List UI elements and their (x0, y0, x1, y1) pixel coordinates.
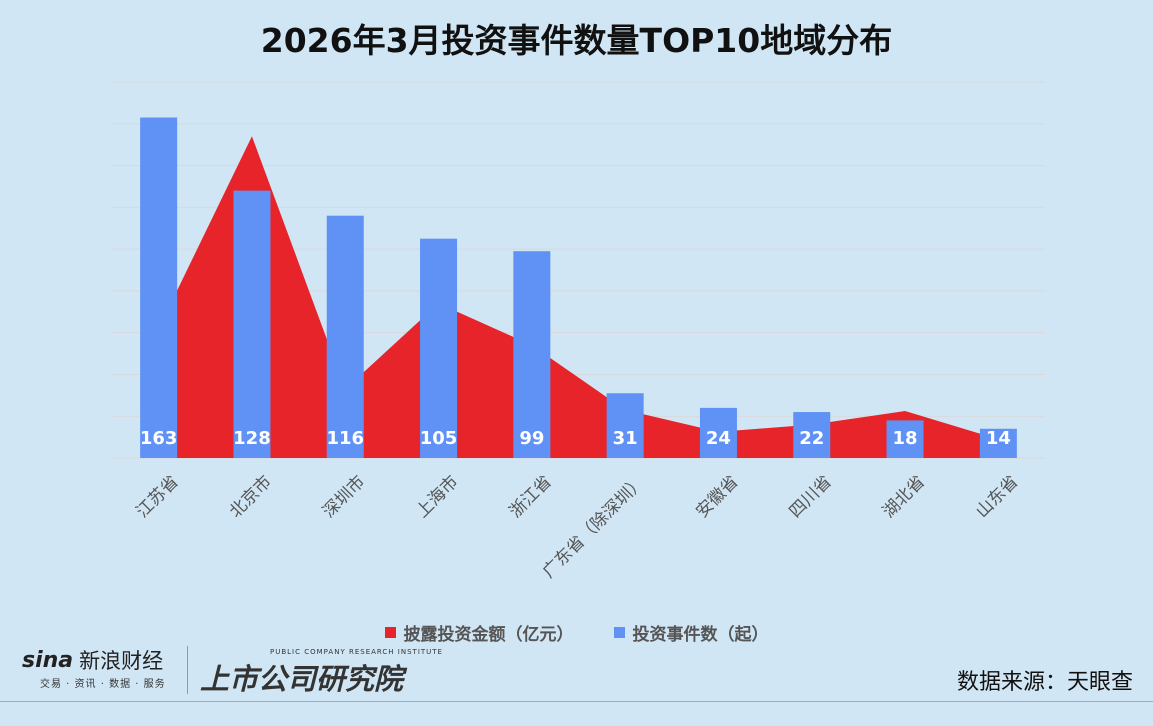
count-bar (140, 117, 178, 458)
footer-divider (0, 701, 1153, 702)
institute-logo: PUBLIC COMPANY RESEARCH INSTITUTE 上市公司研究… (200, 648, 443, 698)
sina-name: 新浪财经 (79, 649, 164, 673)
chart-title: 2026年3月投资事件数量TOP10地域分布 (260, 21, 893, 60)
x-tick-label: 山东省 (972, 472, 1022, 522)
x-tick-label: 深圳市 (319, 472, 369, 522)
data-labels: 163 128 116 105 99 31 24 22 18 14 (140, 428, 1011, 449)
x-tick-label: 上海市 (412, 472, 462, 522)
amount-area (158, 136, 999, 459)
x-tick-label: 江苏省 (132, 472, 182, 522)
legend-label-count: 投资事件数（起） (632, 625, 769, 645)
count-data-label: 18 (893, 428, 918, 449)
sina-brand: sina (22, 647, 74, 673)
x-tick-label: 安徽省 (692, 472, 742, 522)
count-data-label: 24 (706, 428, 731, 449)
count-data-label: 105 (420, 428, 458, 449)
logo-divider (187, 646, 188, 694)
sina-finance-logo: sina 新浪财经 交易 · 资讯 · 数据 · 服务 (22, 645, 166, 691)
legend-item-count: 投资事件数（起） (613, 620, 769, 645)
x-tick-label: 湖北省 (879, 472, 929, 522)
count-bar-series (140, 117, 1017, 458)
x-tick-label: 北京市 (226, 472, 276, 522)
count-data-label: 116 (326, 428, 364, 449)
data-source: 数据来源：天眼查 (956, 670, 1133, 695)
count-bar (979, 428, 1017, 458)
x-tick-label: 广东省（除深圳） (539, 472, 649, 582)
institute-english: PUBLIC COMPANY RESEARCH INSTITUTE (270, 648, 443, 656)
legend-item-amount: 披露投资金额（亿元） (384, 620, 574, 645)
count-bar (513, 251, 551, 458)
chart: 163 128 116 105 99 31 24 22 18 14 江苏省 北京市 深圳市 上海市 浙江省… (112, 81, 1045, 582)
count-data-label: 22 (799, 428, 824, 449)
count-bar (793, 412, 831, 458)
legend-swatch-count (613, 627, 625, 638)
legend: 披露投资金额（亿元） 投资事件数（起） (0, 620, 1153, 645)
count-data-label: 128 (233, 428, 271, 449)
count-bar (420, 238, 458, 458)
count-data-label: 163 (140, 428, 178, 449)
legend-label-amount: 披露投资金额（亿元） (403, 625, 574, 645)
count-bar (606, 393, 644, 458)
legend-swatch-amount (384, 627, 396, 638)
x-tick-label: 浙江省 (506, 472, 556, 522)
count-bar (326, 215, 364, 458)
count-data-label: 99 (519, 428, 544, 449)
count-data-label: 14 (986, 428, 1011, 449)
institute-chinese: 上市公司研究院 (200, 662, 404, 696)
count-data-label: 31 (613, 428, 638, 449)
sina-tagline: 交易 · 资讯 · 数据 · 服务 (40, 679, 166, 690)
amount-area-series (158, 136, 999, 459)
count-bar (886, 420, 924, 458)
x-tick-label: 四川省 (786, 472, 836, 522)
count-bar (233, 190, 271, 458)
count-bar (699, 407, 737, 458)
